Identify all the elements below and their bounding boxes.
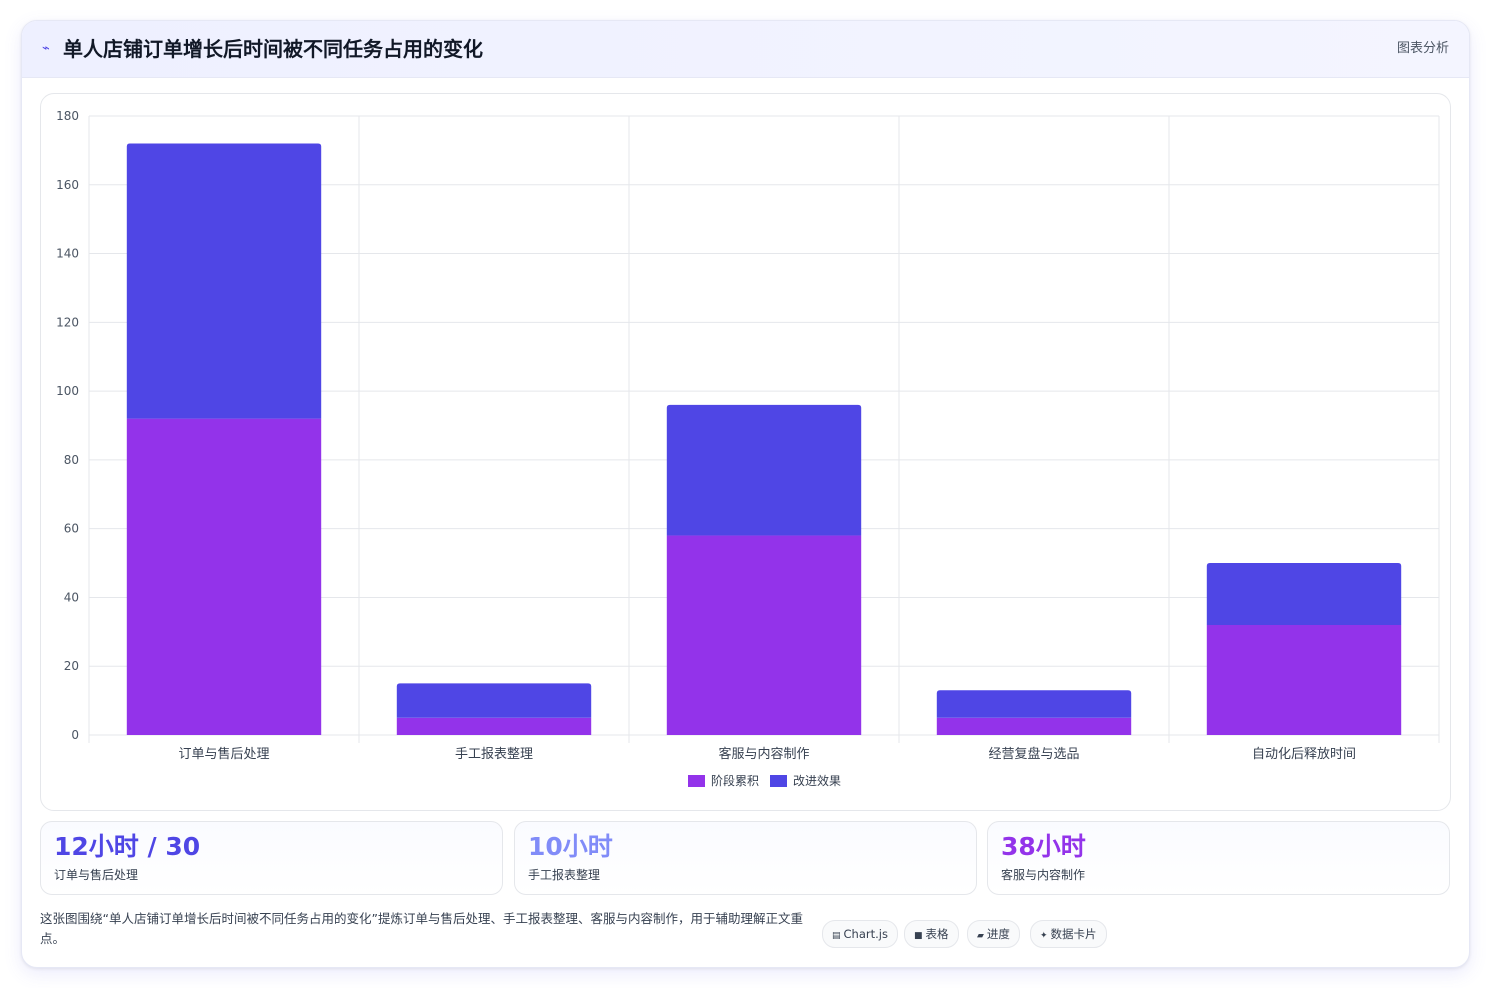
card-header: ⌁ 单人店铺订单增长后时间被不同任务占用的变化 图表分析 — [22, 21, 1469, 78]
tag-progress[interactable]: ▰ 进度 — [967, 920, 1020, 948]
bar-segment — [126, 143, 322, 419]
y-tick-label: 180 — [56, 109, 79, 123]
stacked-bar-chart: 0 20 40 60 80 100 120 140 160 180 订单与售后处理 手工报表整理 客服与… — [56, 109, 1440, 788]
y-tick-label: 120 — [56, 315, 79, 329]
bar-segment — [936, 690, 1132, 718]
x-tick-label: 客服与内容制作 — [718, 746, 809, 762]
stat-card-service: 38小时 客服与内容制作 — [987, 821, 1450, 895]
bar-segment — [126, 418, 322, 735]
bar-segment — [396, 717, 592, 735]
stat-label: 订单与售后处理 — [54, 868, 139, 882]
bar-segment — [666, 535, 862, 735]
legend-label: 阶段累积 — [711, 773, 759, 788]
legend-swatch — [770, 775, 787, 787]
y-tick-label: 140 — [56, 247, 79, 261]
page-title: 单人店铺订单增长后时间被不同任务占用的变化 — [63, 37, 483, 61]
tag-label: 数据卡片 — [1050, 927, 1097, 941]
x-tick-label: 手工报表整理 — [455, 747, 533, 762]
x-tick-label: 订单与售后处理 — [178, 746, 269, 762]
legend-label: 改进效果 — [793, 773, 841, 788]
bar-segment — [1206, 563, 1402, 625]
stat-value: 12小时 / 30 — [54, 832, 201, 861]
bar-segment — [936, 717, 1132, 735]
tag-label: 进度 — [986, 927, 1010, 941]
tag-data-card[interactable]: ✦ 数据卡片 — [1030, 920, 1107, 948]
chart-analysis-link[interactable]: 图表分析 — [1396, 41, 1449, 56]
chart-card: ⌁ 单人店铺订单增长后时间被不同任务占用的变化 图表分析 0 20 40 60 80 10… — [21, 20, 1470, 968]
progress-icon: ▰ — [977, 931, 984, 941]
chart-description: 这张图围绕“单人店铺订单增长后时间被不同任务占用的变化”提炼订单与售后处理、手工… — [40, 911, 803, 946]
table-icon: ■ — [914, 931, 923, 941]
legend-swatch — [688, 775, 705, 787]
chart-container: 0 20 40 60 80 100 120 140 160 180 订单与售后处理 手工报表整理 客服与… — [40, 93, 1451, 811]
stat-label: 客服与内容制作 — [1001, 868, 1086, 882]
stat-value: 10小时 — [528, 832, 613, 861]
x-tick-label: 自动化后释放时间 — [1252, 747, 1356, 762]
sparkline-icon: ⌁ — [42, 41, 50, 56]
y-tick-label: 20 — [64, 659, 79, 673]
tag-label: Chart.js — [843, 927, 888, 941]
stat-label: 手工报表整理 — [528, 868, 601, 882]
stat-card-reports: 10小时 手工报表整理 — [514, 821, 977, 895]
y-tick-label: 60 — [64, 522, 79, 536]
bar-segment — [1206, 624, 1402, 735]
y-tick-label: 0 — [71, 728, 79, 742]
y-tick-label: 160 — [56, 178, 79, 192]
stat-value: 38小时 — [1001, 832, 1086, 861]
y-tick-label: 40 — [64, 590, 79, 604]
bar-segment — [396, 683, 592, 718]
y-tick-label: 80 — [64, 453, 79, 467]
tag-chartjs[interactable]: ▤ Chart.js — [822, 920, 898, 948]
tag-table[interactable]: ■ 表格 — [904, 920, 959, 948]
tag-label: 表格 — [925, 927, 949, 941]
x-tick-label: 经营复盘与选品 — [988, 746, 1079, 762]
stat-card-orders: 12小时 / 30 订单与售后处理 — [40, 821, 503, 895]
sparkle-icon: ✦ — [1040, 931, 1048, 941]
bar-segment — [666, 404, 862, 536]
chart-icon: ▤ — [832, 931, 841, 941]
y-tick-label: 100 — [56, 384, 79, 398]
